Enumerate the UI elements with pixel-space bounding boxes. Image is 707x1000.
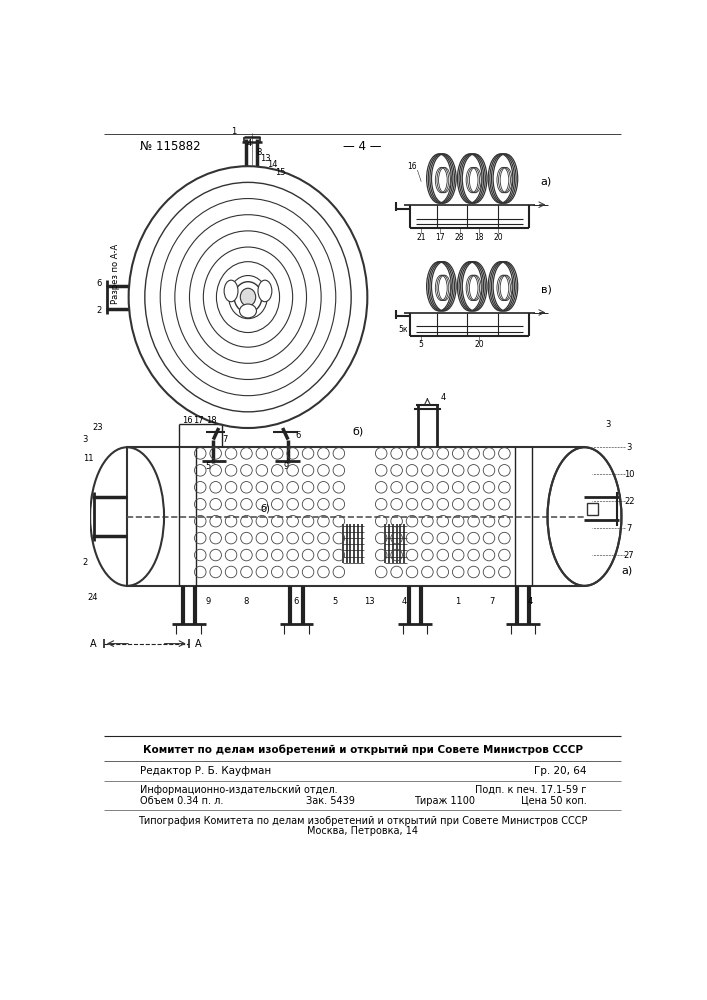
Text: б): б) [352,427,363,437]
Text: 18: 18 [206,416,217,425]
Ellipse shape [240,288,256,306]
Text: 3: 3 [605,420,610,429]
Text: 1: 1 [455,597,461,606]
Text: 8: 8 [256,148,262,157]
Text: в): в) [541,284,551,294]
Text: 2: 2 [82,558,88,567]
Text: Информационно-издательский отдел.: Информационно-издательский отдел. [140,785,338,795]
Text: 4: 4 [528,597,533,606]
Bar [587,503,598,515]
Text: 5: 5 [205,462,211,471]
Text: 3: 3 [82,435,88,444]
Text: 16: 16 [407,162,417,171]
Text: 4: 4 [402,597,407,606]
Text: 13: 13 [259,154,270,163]
Text: 15: 15 [275,168,286,177]
Text: Цена 50 коп.: Цена 50 коп. [521,796,587,806]
Text: Тираж 1100: Тираж 1100 [414,796,474,806]
Text: 9: 9 [284,462,289,471]
Text: Москва, Петровка, 14: Москва, Петровка, 14 [308,826,419,836]
Text: 5к: 5к [399,325,408,334]
Text: Комитет по делам изобретений и открытий при Совете Министров СССР: Комитет по делам изобретений и открытий … [143,745,583,755]
Text: 20: 20 [474,340,484,349]
Text: Подп. к печ. 17.1-59 г: Подп. к печ. 17.1-59 г [475,785,587,795]
Text: 11: 11 [83,454,94,463]
Ellipse shape [224,280,238,302]
Text: 4: 4 [440,393,445,402]
Text: 6: 6 [294,597,299,606]
Text: 21: 21 [416,233,426,242]
Text: Разрез по А-А: Разрез по А-А [111,244,120,304]
Text: 20: 20 [493,233,503,242]
Text: № 115882: № 115882 [140,140,201,153]
Text: а): а) [621,565,633,575]
Text: 22: 22 [624,497,634,506]
Text: 17: 17 [194,416,204,425]
Text: 5: 5 [419,340,423,349]
Text: 24: 24 [87,593,98,602]
Text: 7: 7 [626,524,632,533]
Text: 23: 23 [93,424,103,432]
Text: — 4 —: — 4 — [343,140,381,153]
Text: 2: 2 [97,306,102,315]
Text: 7: 7 [222,435,228,444]
Bar [127,447,585,586]
Text: 13: 13 [364,597,375,606]
Text: 1: 1 [231,127,237,136]
Text: 16: 16 [182,416,192,425]
Text: б): б) [261,504,271,514]
Text: 4: 4 [247,139,252,148]
Text: Гр. 20, 64: Гр. 20, 64 [534,766,587,776]
Text: 8: 8 [244,597,249,606]
Text: 3: 3 [626,443,632,452]
Text: 18: 18 [474,233,484,242]
Text: А: А [90,639,96,649]
Text: 6: 6 [296,431,300,440]
Text: 7: 7 [489,597,495,606]
Text: 9: 9 [205,597,211,606]
Text: 14: 14 [267,160,278,169]
Text: Зак. 5439: Зак. 5439 [305,796,355,806]
Text: Типография Комитета по делам изобретений и открытий при Совете Министров СССР: Типография Комитета по делам изобретений… [138,816,588,826]
Text: А: А [195,639,201,649]
Text: 17: 17 [436,233,445,242]
Text: 28: 28 [455,233,464,242]
Text: а): а) [540,177,551,187]
Text: 5: 5 [332,597,338,606]
Text: 27: 27 [624,551,634,560]
Ellipse shape [258,280,272,302]
Text: Редактор Р. Б. Кауфман: Редактор Р. Б. Кауфман [140,766,271,776]
Text: 6: 6 [97,279,102,288]
Text: Объем 0.34 п. л.: Объем 0.34 п. л. [140,796,223,806]
Ellipse shape [547,447,621,586]
Ellipse shape [240,304,257,318]
Text: 10: 10 [624,470,634,479]
